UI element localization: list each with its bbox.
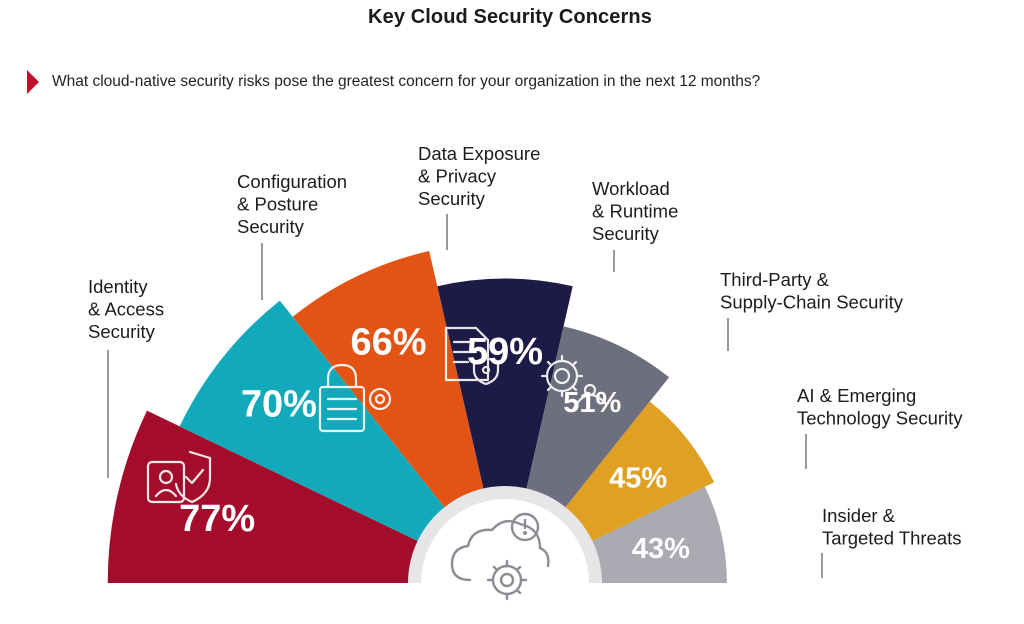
category-label-workload-and-runtime-security: Workload & Runtime Security [592,178,678,244]
cloud-alert-gear-icon [450,512,550,601]
value-label-insider-and-targeted-threats: 43% [632,533,690,565]
chart-title: Key Cloud Security Concerns [368,6,652,28]
value-label-ai-and-emerging-technology-security: 45% [609,462,667,494]
question-marker-icon [27,70,39,94]
value-label-identity-and-access-security: 77% [179,498,255,540]
category-label-configuration-and-posture-security: Configuration & Posture Security [237,171,347,237]
segment-identity-and-access-security [107,410,505,583]
value-label-configuration-and-posture-security: 70% [241,383,317,425]
value-label-third-party-and-supply-chain-security: 51% [563,387,621,419]
survey-question: What cloud-native security risks pose th… [52,73,761,90]
value-label-data-exposure-and-privacy-security: 66% [350,322,426,364]
category-label-insider-and-targeted-threats: Insider & Targeted Threats [822,505,962,549]
document-shield-icon [444,326,500,386]
segment-data-exposure-and-privacy-security [292,251,505,583]
category-label-identity-and-access-security: Identity & Access Security [88,276,164,342]
center-hub [421,499,589,583]
category-label-ai-and-emerging-technology-security: AI & Emerging Technology Security [797,385,963,429]
category-label-data-exposure-and-privacy-security: Data Exposure & Privacy Security [418,143,540,209]
category-label-third-party-and-supply-chain-security: Third-Party & Supply-Chain Security [720,269,904,313]
value-label-workload-and-runtime-security: 59% [467,331,543,373]
gear-user-icon [540,354,608,410]
segment-workload-and-runtime-security [437,278,573,583]
segment-configuration-and-posture-security [179,300,505,583]
user-shield-icon [146,450,212,504]
padlock-gear-icon [318,363,392,433]
